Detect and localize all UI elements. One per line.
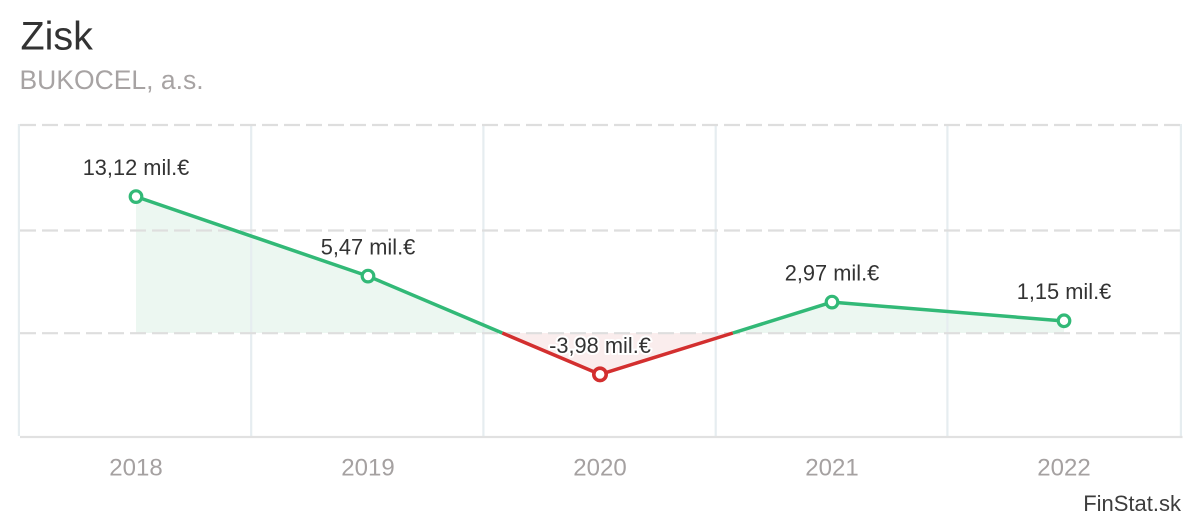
svg-text:-3,98 mil.€: -3,98 mil.€ <box>549 333 651 358</box>
svg-text:2020: 2020 <box>573 455 626 482</box>
svg-text:Zisk: Zisk <box>21 15 94 59</box>
svg-text:2021: 2021 <box>805 455 858 482</box>
svg-text:5,47 mil.€: 5,47 mil.€ <box>321 234 416 259</box>
svg-text:1,15 mil.€: 1,15 mil.€ <box>1017 279 1112 304</box>
svg-text:2018: 2018 <box>109 455 162 482</box>
svg-text:FinStat.sk: FinStat.sk <box>1083 491 1182 516</box>
svg-text:2,97 mil.€: 2,97 mil.€ <box>785 260 880 285</box>
svg-text:2019: 2019 <box>341 455 394 482</box>
svg-text:2022: 2022 <box>1037 455 1090 482</box>
svg-text:BUKOCEL, a.s.: BUKOCEL, a.s. <box>20 65 204 95</box>
svg-text:13,12 mil.€: 13,12 mil.€ <box>83 155 190 180</box>
